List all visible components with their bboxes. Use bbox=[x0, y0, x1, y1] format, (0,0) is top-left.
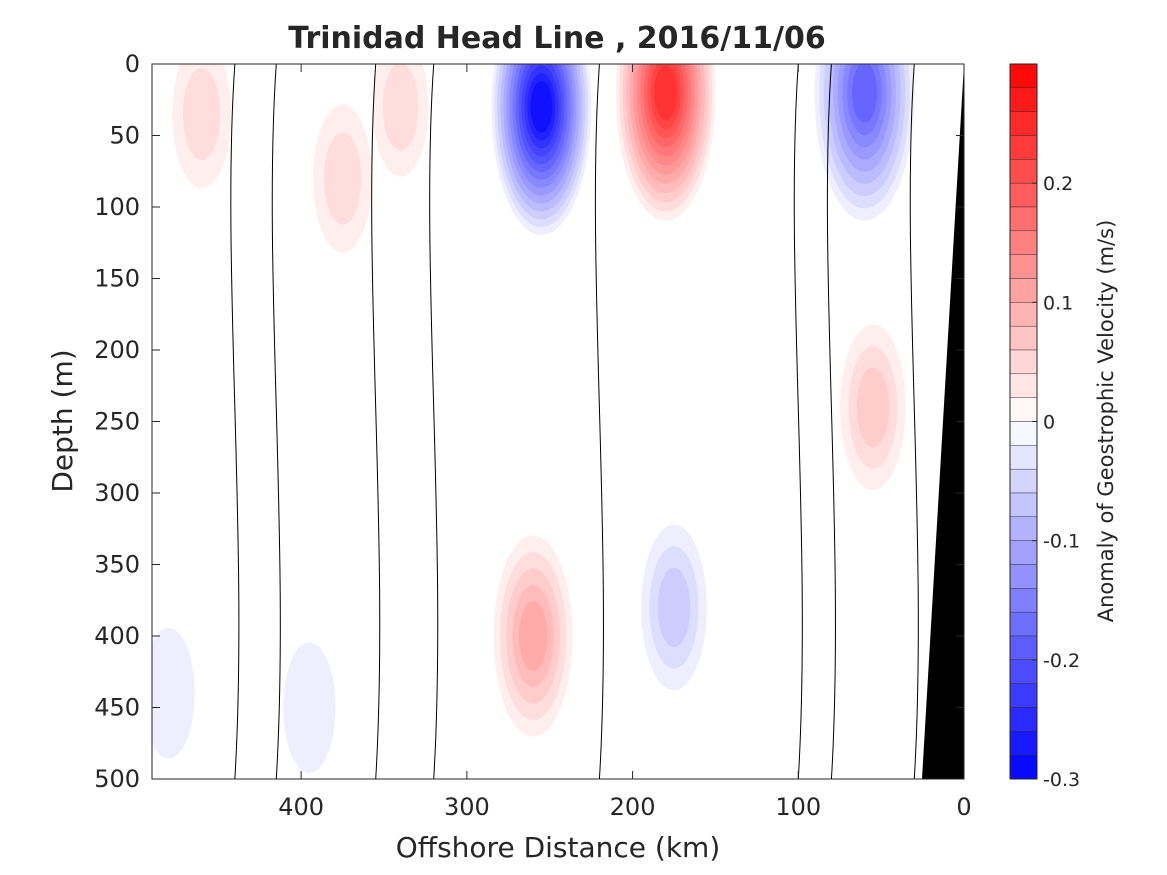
velocity-level-2-2 bbox=[382, 64, 419, 151]
zero-contour-5 bbox=[793, 64, 803, 779]
y-tick-label-9: 450 bbox=[94, 694, 140, 722]
velocity-core-4 bbox=[615, 64, 716, 221]
y-tick-label-6: 300 bbox=[94, 479, 140, 507]
colorbar-segment-11 bbox=[1009, 325, 1038, 351]
velocity-core-10 bbox=[283, 642, 336, 773]
velocity-core-8 bbox=[641, 524, 707, 691]
colorbar-segment-12 bbox=[1009, 349, 1038, 375]
colorbar-segment-20 bbox=[1009, 540, 1038, 565]
colorbar-segment-6 bbox=[1009, 206, 1038, 232]
velocity-core-7 bbox=[493, 535, 573, 737]
colorbar-segment-13 bbox=[1009, 373, 1038, 398]
velocity-level-5-9 bbox=[851, 64, 878, 123]
velocity-level-4-12 bbox=[654, 65, 678, 120]
colorbar-tick-label-1: 0.1 bbox=[1043, 292, 1073, 314]
velocity-core-6 bbox=[840, 324, 906, 491]
colorbar-segment-23 bbox=[1009, 611, 1038, 637]
y-tick-label-10: 500 bbox=[94, 765, 140, 793]
colorbar-segment-26 bbox=[1009, 683, 1038, 708]
velocity-fill-layer bbox=[152, 64, 915, 773]
colorbar-segment-5 bbox=[1009, 182, 1038, 208]
velocity-core-2 bbox=[372, 64, 429, 177]
zero-contour-layer bbox=[230, 64, 919, 779]
colorbar: 0.2 0.1 0 -0.1 -0.2 -0.3 bbox=[1009, 63, 1080, 791]
velocity-level-0-2 bbox=[183, 68, 221, 161]
velocity-level-6-3 bbox=[856, 367, 890, 447]
colorbar-segment-28 bbox=[1009, 731, 1038, 756]
velocity-core-5 bbox=[814, 64, 915, 221]
colorbar-tick-label-4: -0.2 bbox=[1043, 650, 1080, 672]
zero-contour-0 bbox=[230, 64, 240, 779]
x-tick-label-2: 200 bbox=[610, 793, 656, 821]
colorbar-segment-18 bbox=[1009, 492, 1038, 518]
colorbar-tick-label-0: 0.2 bbox=[1043, 173, 1073, 195]
colorbar-segment-3 bbox=[1009, 135, 1038, 160]
y-tick-label-4: 200 bbox=[94, 336, 140, 364]
velocity-core-3 bbox=[491, 64, 592, 235]
y-tick-label-3: 150 bbox=[94, 265, 140, 293]
y-tick-label-5: 250 bbox=[94, 408, 140, 436]
y-tick-label-1: 50 bbox=[109, 122, 140, 150]
colorbar-segment-0 bbox=[1009, 63, 1038, 89]
colorbar-segment-24 bbox=[1009, 635, 1038, 661]
colorbar-segment-2 bbox=[1009, 111, 1038, 136]
x-axis: 400 300 200 100 0 bbox=[278, 64, 972, 821]
x-axis-label: Offshore Distance (km) bbox=[396, 831, 721, 864]
colorbar-segment-14 bbox=[1009, 397, 1038, 422]
chart-title: Trinidad Head Line , 2016/11/06 bbox=[288, 21, 825, 56]
colorbar-tick-label-3: -0.1 bbox=[1043, 531, 1080, 553]
colorbar-segment-16 bbox=[1009, 445, 1038, 470]
velocity-level-1-2 bbox=[323, 132, 362, 225]
velocity-core-0 bbox=[172, 64, 232, 189]
colorbar-segment-4 bbox=[1009, 159, 1038, 184]
colorbar-segment-1 bbox=[1009, 87, 1038, 112]
zero-contour-3 bbox=[429, 64, 439, 779]
velocity-level-3-14 bbox=[530, 81, 553, 133]
colorbar-segment-10 bbox=[1009, 302, 1038, 327]
x-tick-label-1: 300 bbox=[444, 793, 490, 821]
colorbar-segment-17 bbox=[1009, 468, 1038, 494]
y-tick-label-2: 100 bbox=[94, 193, 140, 221]
x-tick-label-3: 100 bbox=[775, 793, 821, 821]
zero-contour-6 bbox=[826, 64, 836, 779]
y-axis-label: Depth (m) bbox=[46, 349, 79, 492]
y-tick-label-8: 400 bbox=[94, 622, 140, 650]
colorbar-segment-22 bbox=[1009, 588, 1038, 613]
velocity-level-10-1 bbox=[283, 642, 336, 773]
colorbar-segment-15 bbox=[1009, 421, 1038, 446]
velocity-core-1 bbox=[313, 104, 372, 253]
colorbar-tick-label-2: 0 bbox=[1043, 412, 1055, 434]
velocity-level-7-5 bbox=[518, 601, 548, 671]
y-tick-label-0: 0 bbox=[125, 50, 140, 78]
colorbar-segment-27 bbox=[1009, 707, 1038, 732]
velocity-core-9 bbox=[152, 627, 195, 759]
colorbar-segment-21 bbox=[1009, 564, 1038, 589]
zero-contour-4 bbox=[594, 64, 604, 779]
colorbar-segment-8 bbox=[1009, 254, 1038, 279]
colorbar-segment-19 bbox=[1009, 516, 1038, 541]
colorbar-segment-9 bbox=[1009, 278, 1038, 303]
colorbar-label: Anomaly of Geostrophic Velocity (m/s) bbox=[1094, 220, 1118, 623]
x-tick-label-0: 400 bbox=[278, 793, 324, 821]
velocity-level-8-3 bbox=[657, 567, 691, 648]
zero-contour-7 bbox=[909, 64, 919, 779]
bathymetry bbox=[922, 64, 964, 779]
colorbar-segment-25 bbox=[1009, 659, 1038, 684]
zero-contour-1 bbox=[271, 64, 281, 779]
colorbar-segment-29 bbox=[1009, 754, 1038, 780]
colorbar-tick-label-5: -0.3 bbox=[1043, 769, 1080, 791]
colorbar-segment-7 bbox=[1009, 230, 1038, 255]
x-tick-label-4: 0 bbox=[956, 793, 971, 821]
y-axis: 0 50 100 150 200 250 300 350 400 450 500 bbox=[94, 50, 964, 793]
zero-contour-2 bbox=[371, 64, 381, 779]
velocity-level-9-1 bbox=[152, 627, 195, 759]
y-tick-label-7: 350 bbox=[94, 551, 140, 579]
